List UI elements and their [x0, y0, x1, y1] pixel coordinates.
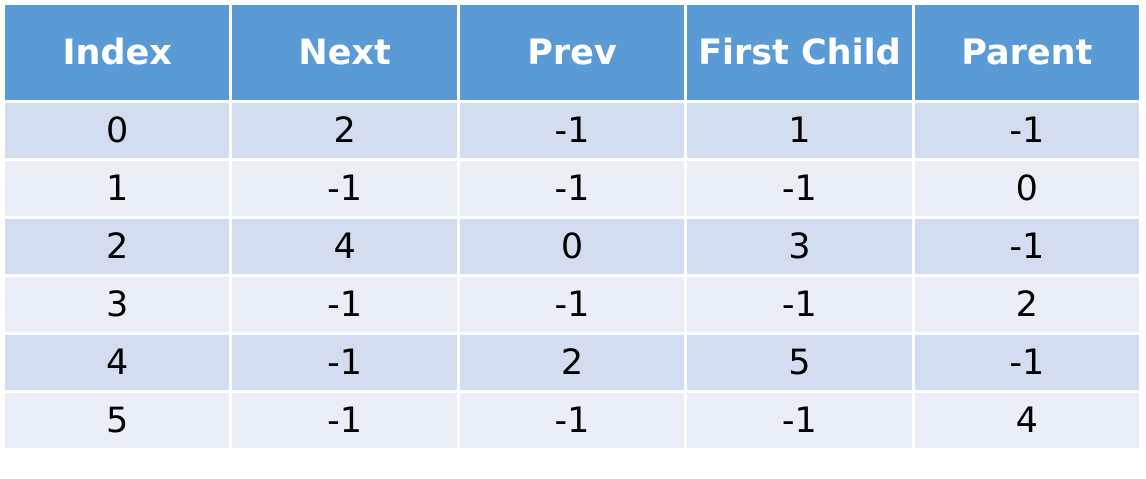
cell-prev: -1	[456, 390, 688, 451]
cell-index: 5	[1, 390, 233, 451]
cell-prev: -1	[456, 158, 688, 219]
table-body: 0 2 -1 1 -1 1 -1 -1 -1 0 2 4 0 3 -1 3	[1, 100, 1143, 451]
header-row: Index Next Prev First Child Parent	[1, 2, 1143, 103]
cell-next: -1	[229, 274, 460, 335]
table-row: 4 -1 2 5 -1	[1, 332, 1143, 393]
cell-index: 4	[1, 332, 233, 393]
header-index: Index	[1, 2, 233, 103]
table-header: Index Next Prev First Child Parent	[1, 2, 1143, 103]
table-row: 1 -1 -1 -1 0	[1, 158, 1143, 219]
cell-next: -1	[229, 332, 460, 393]
cell-first-child: 1	[684, 100, 915, 161]
table-row: 2 4 0 3 -1	[1, 216, 1143, 277]
cell-parent: 4	[911, 390, 1143, 451]
cell-parent: 0	[911, 158, 1143, 219]
header-prev: Prev	[456, 2, 688, 103]
table-row: 0 2 -1 1 -1	[1, 100, 1143, 161]
cell-next: 2	[229, 100, 460, 161]
cell-parent: -1	[911, 216, 1143, 277]
cell-index: 1	[1, 158, 233, 219]
cell-first-child: 5	[684, 332, 915, 393]
cell-next: 4	[229, 216, 460, 277]
cell-next: -1	[229, 390, 460, 451]
header-next: Next	[229, 2, 460, 103]
cell-index: 0	[1, 100, 233, 161]
header-parent: Parent	[911, 2, 1143, 103]
cell-first-child: -1	[684, 158, 915, 219]
table-row: 5 -1 -1 -1 4	[1, 390, 1143, 451]
cell-prev: -1	[456, 274, 688, 335]
cell-index: 2	[1, 216, 233, 277]
hierarchy-table-container: Index Next Prev First Child Parent 0 2 -…	[1, 2, 1143, 463]
cell-index: 3	[1, 274, 233, 335]
cell-prev: 0	[456, 216, 688, 277]
cell-parent: -1	[911, 100, 1143, 161]
header-first-child: First Child	[684, 2, 915, 103]
cell-first-child: -1	[684, 274, 915, 335]
cell-prev: -1	[456, 100, 688, 161]
cell-parent: -1	[911, 332, 1143, 393]
cell-next: -1	[229, 158, 460, 219]
cell-prev: 2	[456, 332, 688, 393]
hierarchy-table: Index Next Prev First Child Parent 0 2 -…	[1, 2, 1143, 451]
cell-first-child: 3	[684, 216, 915, 277]
table-row: 3 -1 -1 -1 2	[1, 274, 1143, 335]
cell-parent: 2	[911, 274, 1143, 335]
cell-first-child: -1	[684, 390, 915, 451]
